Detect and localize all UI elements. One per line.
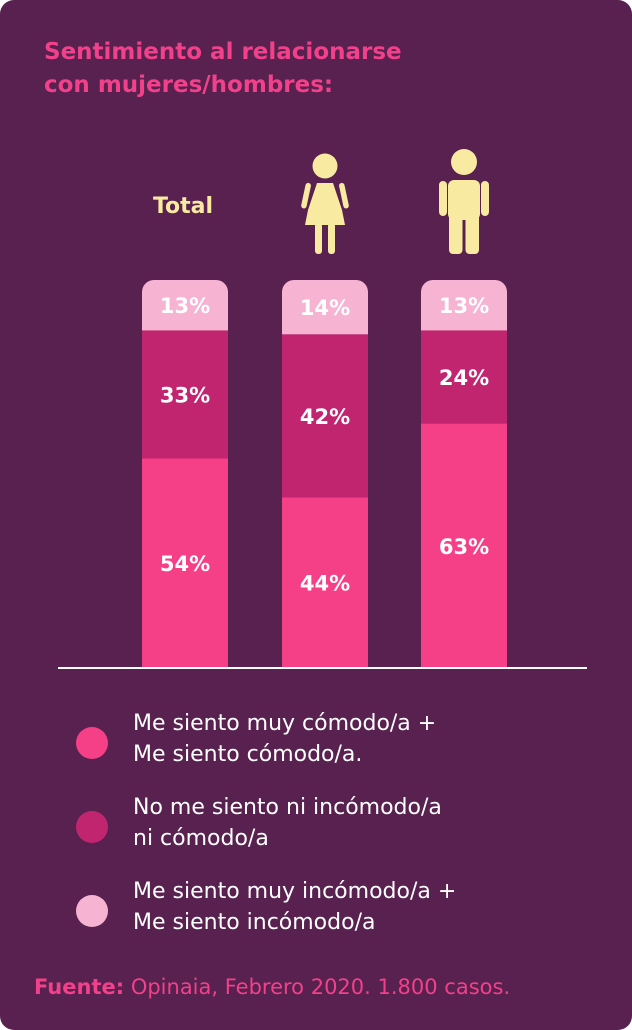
bar-segment-comfortable [282,497,368,668]
bar-stack-hombres [421,280,507,668]
source-label: Fuente: [34,975,125,999]
chart-title-line2: con mujeres/hombres: [44,72,334,98]
bar-stack-mujeres [282,280,368,668]
bar-segment-uncomfortable [142,280,228,331]
data-label-uncomfortable: 14% [300,296,350,320]
legend-label-line2: Me siento cómodo/a. [133,742,363,767]
legend-label-line2: Me siento incómodo/a [133,910,376,935]
data-label-neutral: 33% [160,383,210,407]
source-note: Fuente: Opinaia, Febrero 2020. 1.800 cas… [34,975,624,999]
legend-swatch-comfortable [76,727,108,759]
bar-segment-comfortable [421,423,507,668]
chart-title: Sentimiento al relacionarse con mujeres/… [44,36,604,102]
legend-item-uncomfortable: Me siento muy incómodo/a + Me siento inc… [76,876,606,960]
man-icon [439,149,489,254]
bar-segment-neutral [142,330,228,459]
legend-label-line1: No me siento ni incómodo/a [133,795,442,820]
data-label-comfortable: 44% [300,572,350,596]
bar-segment-comfortable [142,458,228,668]
legend-label-line1: Me siento muy incómodo/a + [133,879,457,904]
chart-title-line1: Sentimiento al relacionarse [44,39,402,65]
bar-segment-neutral [421,330,507,424]
legend-label-line2: ni cómodo/a [133,826,269,851]
source-text: Opinaia, Febrero 2020. 1.800 casos. [130,975,511,999]
data-label-neutral: 24% [439,366,489,390]
legend-label-line1: Me siento muy cómodo/a + [133,711,437,736]
legend-item-neutral: No me siento ni incómodo/a ni cómodo/a [76,792,606,876]
data-label-comfortable: 63% [439,535,489,559]
legend-item-comfortable: Me siento muy cómodo/a + Me siento cómod… [76,708,606,792]
woman-icon [301,153,349,254]
bar-segment-uncomfortable [282,280,368,335]
data-label-neutral: 42% [300,405,350,429]
category-label-total: Total [153,194,213,219]
legend: Me siento muy cómodo/a + Me siento cómod… [76,708,606,960]
bar-segment-neutral [282,334,368,498]
data-label-comfortable: 54% [160,552,210,576]
legend-swatch-neutral [76,811,108,843]
data-label-uncomfortable: 13% [160,294,210,318]
data-label-uncomfortable: 13% [439,294,489,318]
stacked-bar-chart: Total 54% 33% 13% 44% 42% 14% 63% 24% 13% [58,149,587,669]
bar-stack-total [142,280,228,668]
legend-swatch-uncomfortable [76,895,108,927]
bar-segment-uncomfortable [421,280,507,331]
